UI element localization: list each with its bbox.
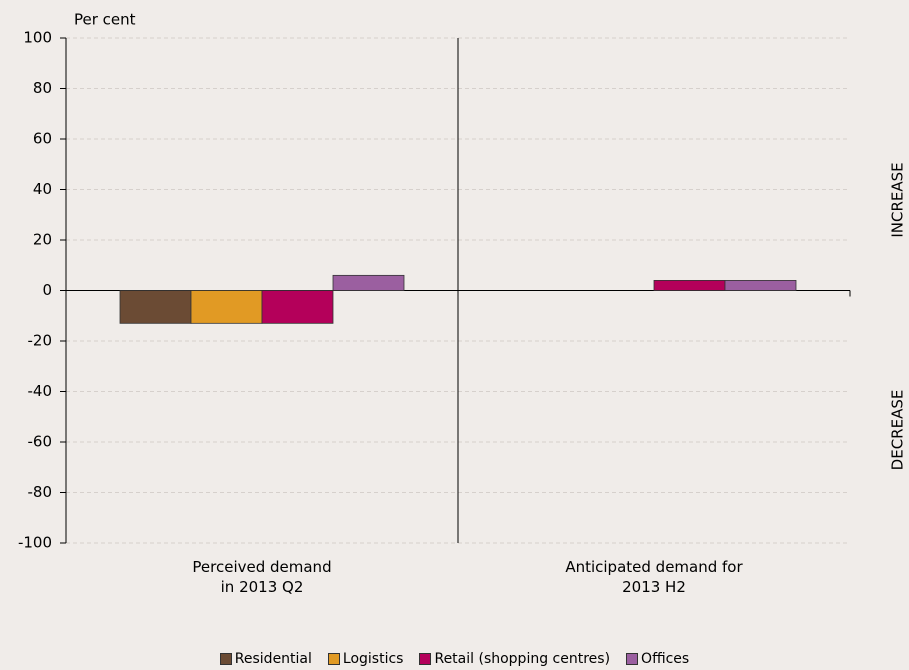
legend: Residential Logistics Retail (shopping cen…	[0, 651, 909, 667]
y-tick-label: 80	[33, 79, 52, 97]
y-tick-label: 100	[23, 29, 52, 47]
y-tick-label: 60	[33, 130, 52, 148]
y-tick-label: 40	[33, 180, 52, 198]
x-tick-label: Anticipated demand for 2013 H2	[565, 558, 743, 596]
bar	[261, 290, 334, 324]
legend-label: Residential	[234, 651, 312, 667]
legend-swatch	[219, 653, 232, 665]
bar	[653, 279, 726, 291]
legend-label: Offices	[641, 651, 690, 667]
y-tick-label: -40	[28, 382, 53, 400]
legend-swatch	[419, 653, 432, 665]
legend-item: Logistics	[327, 651, 404, 667]
y-tick-label: -100	[18, 534, 52, 552]
legend-label: Logistics	[342, 651, 404, 667]
legend-item: Offices	[626, 651, 689, 667]
legend-swatch	[327, 653, 340, 665]
y-tick-label: -20	[28, 332, 53, 350]
bar	[332, 274, 405, 291]
x-tick-label: Perceived demand in 2013 Q2	[192, 558, 332, 596]
annotation: INCREASE	[889, 162, 907, 237]
bar	[724, 279, 797, 291]
y-axis-label: Per cent	[74, 11, 136, 29]
legend-item: Residential	[219, 651, 312, 667]
annotation: DECREASE	[889, 390, 907, 471]
y-tick-label: -60	[28, 433, 53, 451]
y-tick-label: 0	[42, 281, 52, 299]
y-tick-label: 20	[33, 231, 52, 249]
legend-swatch	[626, 653, 639, 665]
legend-item: Retail (shopping centres)	[419, 651, 610, 667]
legend-label: Retail (shopping centres)	[434, 651, 611, 667]
y-tick-label: -80	[28, 483, 53, 501]
bar	[119, 290, 192, 324]
bar	[190, 290, 263, 324]
